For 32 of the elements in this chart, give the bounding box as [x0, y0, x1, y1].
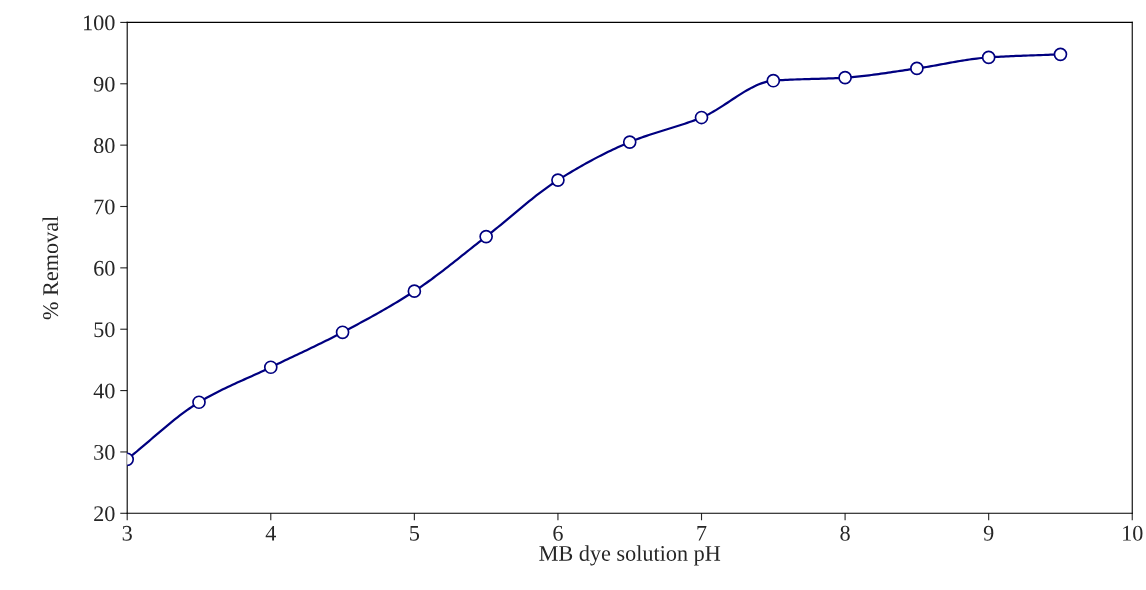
point — [335, 325, 350, 340]
point — [551, 173, 565, 187]
y-tick-label: 70 — [94, 199, 115, 215]
x-tick-label: 4 — [265, 525, 276, 541]
y-tick-label: 80 — [94, 138, 115, 154]
y-tick-label: 30 — [94, 444, 115, 460]
point — [622, 135, 637, 149]
x-tick-label: 10 — [1123, 525, 1143, 541]
x-tick-label: 7 — [697, 525, 707, 541]
x-tick-label: 8 — [840, 525, 850, 541]
x-tick-label: 3 — [122, 525, 132, 541]
y-tick-label: 20 — [94, 506, 115, 522]
point — [910, 61, 924, 76]
y-tick-label: 40 — [93, 383, 115, 399]
point — [263, 360, 278, 375]
point — [694, 110, 709, 125]
x-tick-label: 5 — [410, 525, 420, 541]
point — [981, 50, 996, 65]
x-axis-title: MB dye solution pH — [539, 545, 721, 566]
point — [838, 70, 852, 85]
x-tick-label: 9 — [983, 525, 994, 541]
point — [766, 73, 781, 88]
point — [407, 284, 422, 299]
x-tick-label: 6 — [553, 525, 563, 541]
point — [192, 395, 206, 410]
y-tick-label: 90 — [93, 76, 115, 92]
y-tick-label: 100 — [84, 15, 115, 31]
y-axis-title: % Removal — [42, 216, 59, 320]
y-tick-label: 60 — [94, 260, 115, 276]
point — [479, 229, 493, 244]
point — [1053, 47, 1068, 62]
y-tick-label: 50 — [94, 322, 115, 338]
